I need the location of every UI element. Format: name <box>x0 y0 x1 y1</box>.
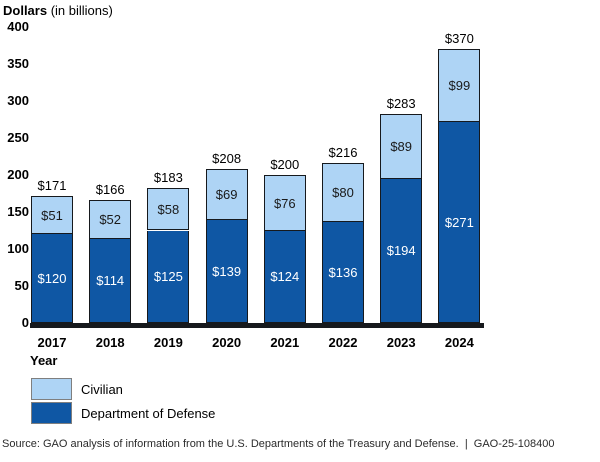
x-axis-tick-label: 2018 <box>95 335 125 350</box>
bar-total-label: $166 <box>95 182 125 198</box>
bar-segment-civilian-2020: $69 <box>205 169 248 221</box>
bar-segment-civilian-2021: $76 <box>263 175 306 232</box>
bar-segment-civilian-2023: $89 <box>380 113 423 180</box>
y-axis-tick-label: 50 <box>14 278 29 293</box>
legend-item-dod: Department of Defense <box>31 402 215 424</box>
x-axis-tick-label: 2017 <box>37 335 67 350</box>
bar-total-label: $283 <box>386 95 416 111</box>
y-axis-tick-label: 250 <box>7 130 29 145</box>
x-axis-tick-label: 2022 <box>328 335 358 350</box>
y-axis-tick-label: 300 <box>7 93 29 108</box>
bar-segment-dod-2020: $139 <box>205 220 248 323</box>
x-axis-title: Year <box>30 353 58 368</box>
chart-title: Dollars (in billions) <box>3 3 113 18</box>
bar-total-label: $216 <box>328 145 358 161</box>
legend-label-civilian: Civilian <box>81 381 123 397</box>
bar-total-label: $183 <box>153 169 183 185</box>
bar-segment-dod-2022: $136 <box>322 222 364 323</box>
legend: Civilian Department of Defense <box>31 378 215 426</box>
bar-total-label: $370 <box>444 31 474 47</box>
x-axis-line <box>30 323 484 328</box>
bar-total-label: $200 <box>270 157 300 172</box>
bar-segment-dod-2017: $120 <box>31 234 73 323</box>
bar-segment-civilian-2019: $58 <box>147 187 190 231</box>
legend-item-civilian: Civilian <box>31 378 215 400</box>
bar-total-label: $171 <box>37 178 67 194</box>
source-note: Source: GAO analysis of information from… <box>2 438 555 450</box>
bar-segment-dod-2018: $114 <box>89 238 132 323</box>
y-axis-tick-label: 200 <box>7 167 29 182</box>
x-axis-tick-label: 2021 <box>270 335 300 350</box>
x-axis-tick-label: 2019 <box>153 335 183 350</box>
chart-title-bold: Dollars <box>3 3 48 18</box>
legend-label-dod: Department of Defense <box>81 405 216 421</box>
y-axis-tick-label: 350 <box>7 56 29 71</box>
bar-segment-dod-2019: $125 <box>147 230 190 323</box>
x-axis-tick-label: 2023 <box>386 335 416 350</box>
bar-segment-civilian-2018: $52 <box>89 200 132 239</box>
y-axis-tick-label: 150 <box>7 204 29 219</box>
civilian-swatch-icon <box>31 378 72 400</box>
bar-total-label: $208 <box>212 151 242 167</box>
bar-segment-dod-2023: $194 <box>380 179 423 323</box>
bar-segment-civilian-2024: $99 <box>438 49 481 123</box>
y-axis-tick-label: 400 <box>7 19 29 34</box>
chart-title-units: (in billions) <box>50 3 113 18</box>
y-axis-tick-label: 0 <box>21 315 29 330</box>
dod-swatch-icon <box>31 402 72 424</box>
bar-segment-civilian-2017: $51 <box>31 196 73 235</box>
x-axis-tick-label: 2020 <box>212 335 242 350</box>
x-axis-tick-label: 2024 <box>444 335 474 350</box>
bar-segment-civilian-2022: $80 <box>322 163 364 223</box>
y-axis-tick-label: 100 <box>7 241 29 256</box>
bar-segment-dod-2024: $271 <box>438 122 481 323</box>
bar-segment-dod-2021: $124 <box>263 231 306 323</box>
